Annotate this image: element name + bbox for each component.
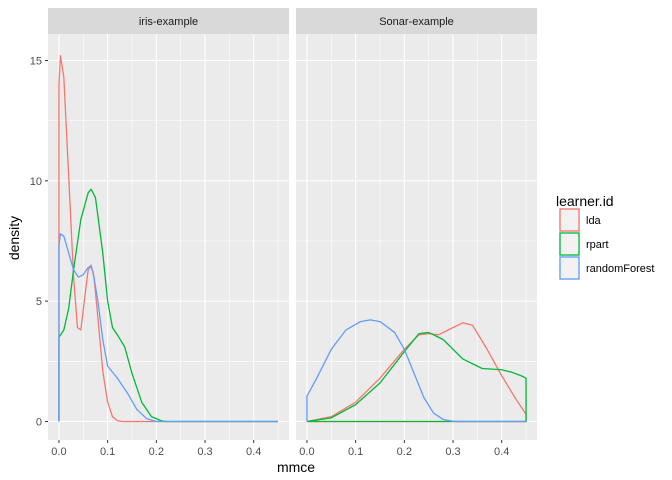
facet-strip-label: iris-example [139,16,198,28]
facet-strip [48,8,289,34]
x-tick-label: 0.3 [197,446,212,458]
legend-title: learner.id [556,193,614,209]
density-line-lda [306,322,527,423]
panel-background [48,34,289,440]
legend-key-background [559,232,580,256]
y-tick-label: 10 [30,176,42,188]
x-tick-label: 0.1 [100,446,115,458]
legend-key-swatch [559,208,580,232]
x-tick-label: 0.0 [299,446,314,458]
density-line-rpart [306,331,527,423]
x-tick-label: 0.2 [397,446,412,458]
y-tick-label: 5 [36,296,42,308]
x-tick-label: 0.4 [246,446,261,458]
legend-key-swatch [559,232,580,256]
legend-item-rpart: rpart [559,232,609,256]
legend-label: rpart [586,239,609,251]
facet-panel-2: Sonar-example 0.0 0.1 0.2 0.3 0.4 [296,8,537,458]
legend-key-background [559,208,580,232]
x-tick-label: 0.4 [494,446,509,458]
density-line-randomforest [306,319,527,423]
facet-strip-label: Sonar-example [379,16,454,28]
legend-key-swatch [559,256,580,280]
legend-label: randomForest [586,263,654,275]
legend-item-randomforest: randomForest [559,256,654,280]
density-line-rpart [58,188,279,423]
x-tick-label: 0.3 [445,446,460,458]
x-tick-label: 0.2 [149,446,164,458]
panel-background [296,34,537,440]
facet-strip [296,8,537,34]
y-tick-label: 15 [30,55,42,67]
y-axis-title: density [6,216,22,260]
legend: learner.id lda rpart randomForest [556,193,654,280]
density-line-lda [58,55,279,423]
facet-panel-1: iris-example 0.0 0.1 0.2 0.3 0.4 0 5 10 15 [30,8,289,458]
density-line-randomforest [58,233,279,423]
x-tick-label: 0.0 [51,446,66,458]
legend-item-lda: lda [559,208,602,232]
x-tick-label: 0.1 [348,446,363,458]
y-tick-label: 0 [36,416,42,428]
legend-key-background [559,256,580,280]
x-axis-title: mmce [277,459,315,475]
legend-label: lda [586,215,602,227]
